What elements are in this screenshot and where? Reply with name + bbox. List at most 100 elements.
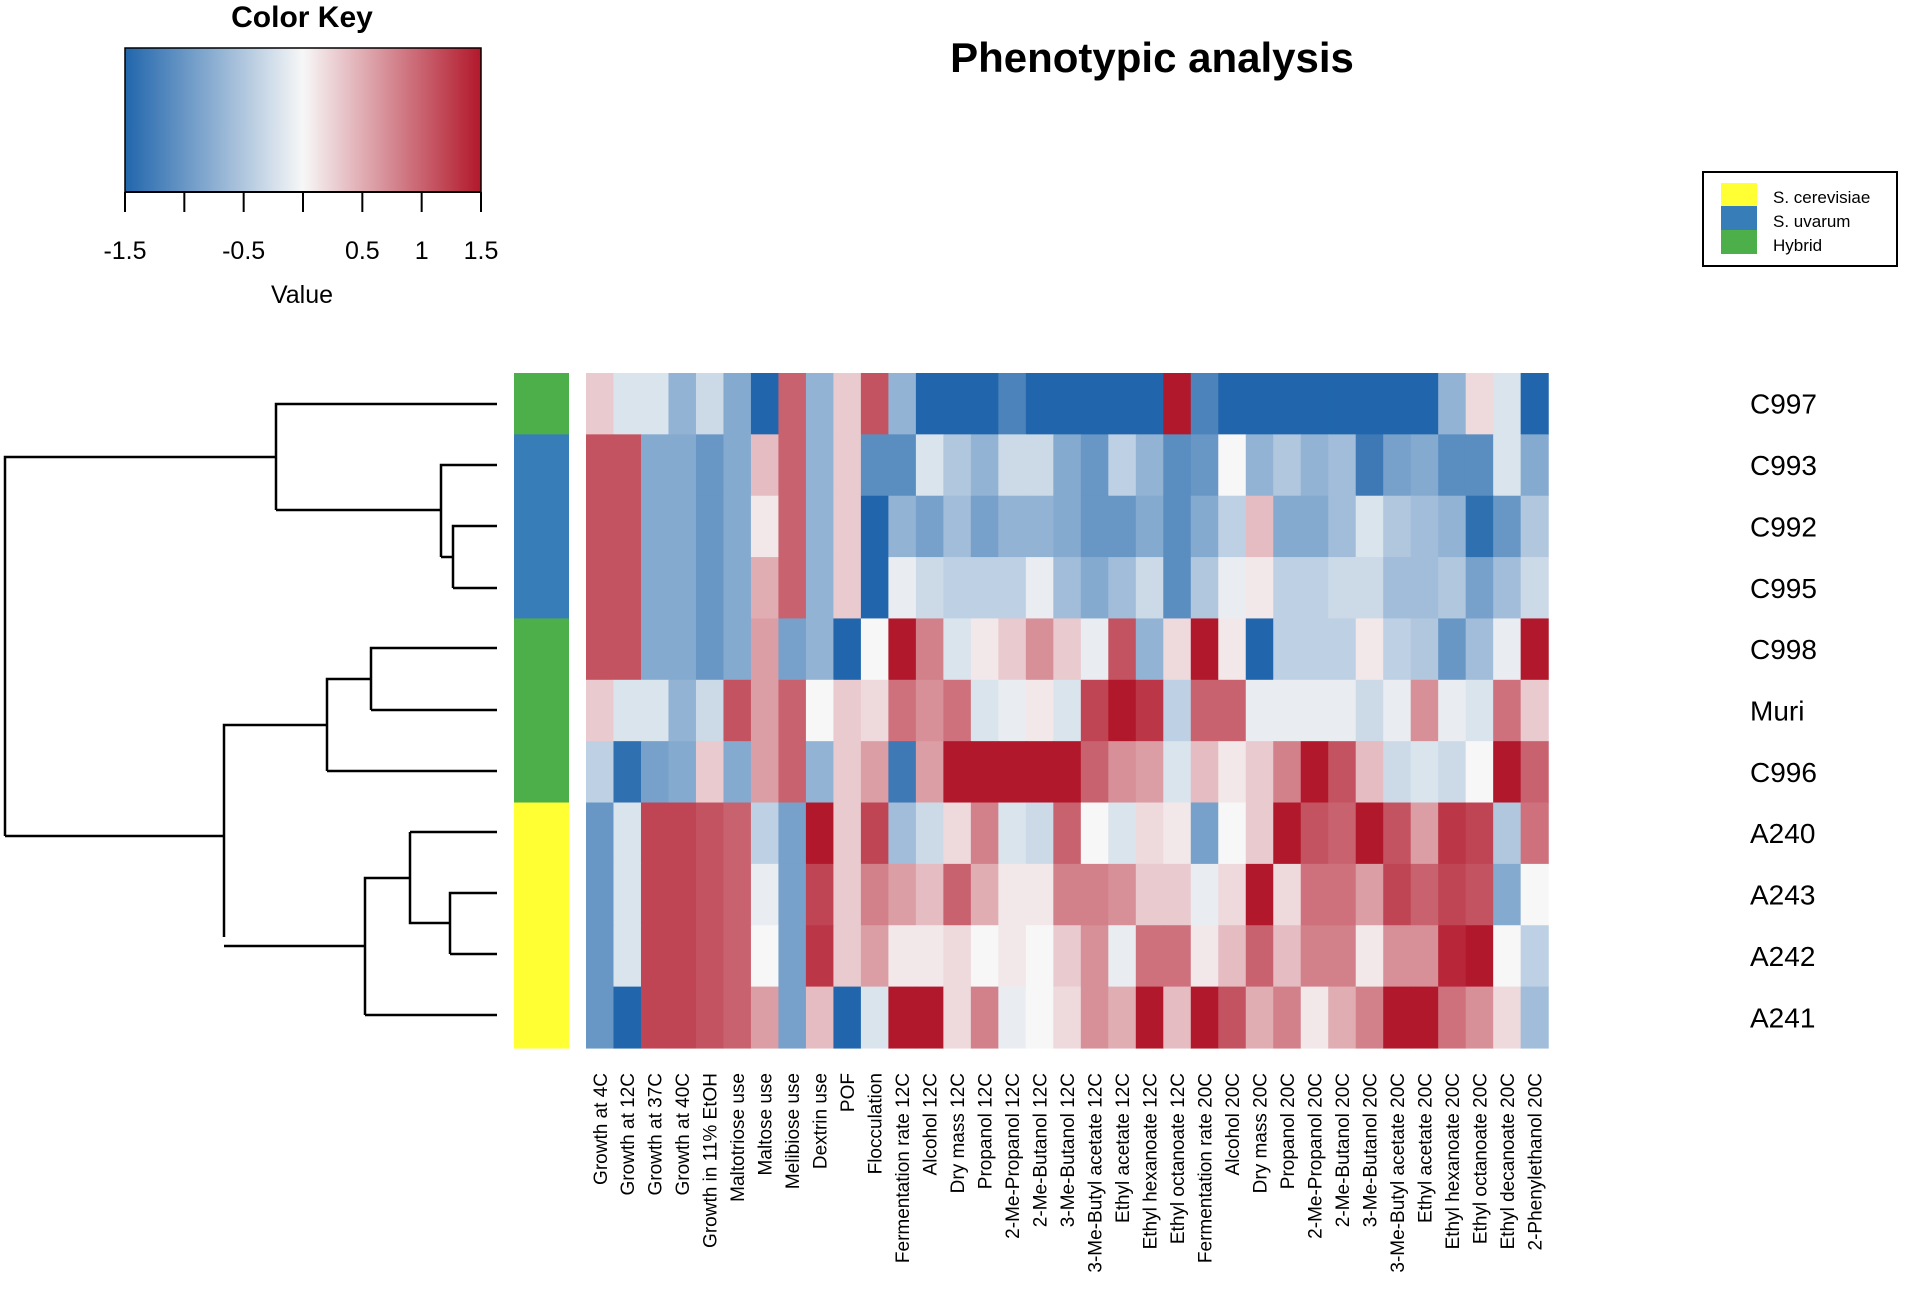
heatmap-cell [1108, 802, 1137, 865]
heatmap-cell [1218, 679, 1247, 742]
heatmap-cell [1438, 495, 1467, 558]
heatmap-cell [1300, 495, 1329, 558]
heatmap-cell [805, 373, 835, 435]
heatmap-cell [998, 373, 1027, 435]
heatmap-cell [586, 863, 615, 926]
heatmap-cell [1135, 741, 1164, 804]
heatmap-cell [1053, 495, 1082, 558]
heatmap-cell [1190, 373, 1219, 435]
heatmap-cell [1245, 434, 1274, 497]
heatmap-cell [1108, 373, 1137, 435]
heatmap-cell [1025, 925, 1054, 988]
heatmap-cell [1300, 557, 1329, 620]
heatmap-cell [613, 802, 642, 865]
heatmap-cell [1190, 434, 1219, 497]
heatmap-cell [613, 679, 642, 742]
heatmap-cell [1465, 986, 1494, 1049]
dendrogram-branch [274, 402, 497, 510]
heatmap-cell [778, 495, 807, 558]
heatmap-cell [586, 618, 615, 681]
heatmap-cell [723, 373, 752, 435]
heatmap-cell [805, 495, 835, 558]
heatmap-cell [1108, 618, 1137, 681]
heatmap-cell [1355, 373, 1384, 435]
heatmap-cell [888, 741, 917, 804]
heatmap-cell [1383, 741, 1412, 804]
heatmap-cell [1218, 373, 1247, 435]
heatmap-cell [1520, 741, 1549, 804]
heatmap-cell [943, 679, 972, 742]
heatmap-cell [1053, 618, 1082, 681]
heatmap-cell [586, 741, 615, 804]
heatmap-cell [1383, 863, 1412, 926]
heatmap-cell [1410, 986, 1439, 1049]
heatmap-cell [998, 741, 1027, 804]
heatmap-cell [1465, 802, 1494, 865]
heatmap-cell [805, 434, 835, 497]
heatmap-cell [1328, 986, 1357, 1049]
heatmap-cell [943, 802, 972, 865]
heatmap-cell [750, 925, 780, 988]
heatmap-cell [1410, 925, 1439, 988]
heatmap-cell [860, 679, 889, 742]
heatmap-cell [970, 986, 999, 1049]
chart-title: Phenotypic analysis [950, 34, 1354, 81]
row-label: C993 [1750, 450, 1817, 481]
heatmap-cell [668, 679, 697, 742]
heatmap-cell [833, 373, 862, 435]
dendrogram-branch [408, 832, 450, 925]
heatmap-cell [1135, 373, 1164, 435]
column-label: 2-Me-Propanol 12C [1003, 1073, 1024, 1239]
heatmap-cell [1355, 495, 1384, 558]
heatmap-cell [1383, 557, 1412, 620]
row-label: C997 [1750, 389, 1817, 420]
heatmap-cell [1273, 373, 1302, 435]
heatmap-cell [1410, 679, 1439, 742]
heatmap-cell [1245, 986, 1274, 1049]
heatmap-cell [613, 925, 642, 988]
heatmap-cell [1328, 557, 1357, 620]
column-label: 2-Me-Propanol 20C [1305, 1073, 1326, 1239]
heatmap-cell [1438, 802, 1467, 865]
heatmap-cell [1108, 495, 1137, 558]
column-label: Ethyl acetate 12C [1113, 1073, 1134, 1223]
heatmap-cell [1218, 618, 1247, 681]
heatmap-cell [1355, 741, 1384, 804]
heatmap-cell [888, 986, 917, 1049]
heatmap-cell [1328, 863, 1357, 926]
column-label: Fermentation rate 20C [1196, 1073, 1217, 1263]
heatmap-cell [1493, 373, 1522, 435]
heatmap-cell [1465, 557, 1494, 620]
heatmap-cell [1080, 802, 1109, 865]
heatmap-cell [1520, 618, 1549, 681]
heatmap-cell [695, 802, 725, 865]
heatmap-cell [695, 741, 725, 804]
heatmap-cell [970, 373, 999, 435]
heatmap-cell [888, 618, 917, 681]
column-label: Melibiose use [783, 1073, 804, 1189]
column-label: Growth in 11% EtOH [701, 1073, 722, 1248]
heatmap-cell [805, 741, 835, 804]
heatmap-cell [1163, 863, 1192, 926]
heatmap-cell [1108, 925, 1137, 988]
heatmap-cell [1300, 618, 1329, 681]
heatmap-cell [1245, 373, 1274, 435]
column-label: 3-Me-Butanol 20C [1360, 1073, 1381, 1227]
group-color-cell [514, 802, 569, 865]
heatmap-cell [1135, 863, 1164, 926]
heatmap-cell [1218, 802, 1247, 865]
heatmap-cell [613, 741, 642, 804]
heatmap-cell [1465, 373, 1494, 435]
column-label: Propanol 20C [1278, 1073, 1299, 1189]
heatmap-cell [613, 373, 642, 435]
heatmap-cell [833, 495, 862, 558]
heatmap-cell [1465, 863, 1494, 926]
heatmap-cell [1273, 802, 1302, 865]
heatmap-cell [833, 679, 862, 742]
heatmap-cell [1025, 802, 1054, 865]
heatmap-cell [805, 925, 835, 988]
heatmap-cell [1135, 618, 1164, 681]
heatmap-cell [668, 863, 697, 926]
heatmap-cell [613, 618, 642, 681]
legend-label-1: S. uvarum [1773, 212, 1850, 231]
